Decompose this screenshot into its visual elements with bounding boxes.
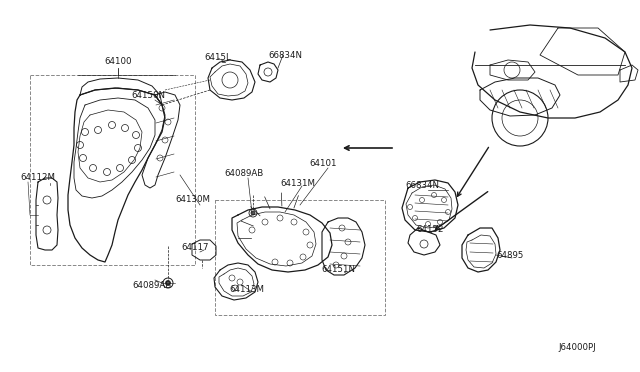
Text: 64131M: 64131M <box>280 179 316 187</box>
Text: 64101: 64101 <box>309 158 337 167</box>
Text: 64152: 64152 <box>416 225 444 234</box>
Text: J64000PJ: J64000PJ <box>558 343 596 353</box>
Text: 64895: 64895 <box>496 250 524 260</box>
Text: 66834N: 66834N <box>268 51 302 60</box>
Circle shape <box>251 211 255 215</box>
Bar <box>30 75 195 265</box>
Bar <box>215 200 385 315</box>
Text: 66834N: 66834N <box>405 180 439 189</box>
Text: 64150N: 64150N <box>131 90 165 99</box>
Text: 64130M: 64130M <box>175 196 211 205</box>
Text: 64117: 64117 <box>181 244 209 253</box>
Text: 64100: 64100 <box>104 58 132 67</box>
Text: 64112M: 64112M <box>20 173 56 183</box>
Text: 64113M: 64113M <box>230 285 264 295</box>
Text: 6415L: 6415L <box>205 54 232 62</box>
Circle shape <box>166 280 170 285</box>
Text: 64089AB: 64089AB <box>225 170 264 179</box>
Text: 64089AB: 64089AB <box>132 282 172 291</box>
Text: 64151N: 64151N <box>321 266 355 275</box>
